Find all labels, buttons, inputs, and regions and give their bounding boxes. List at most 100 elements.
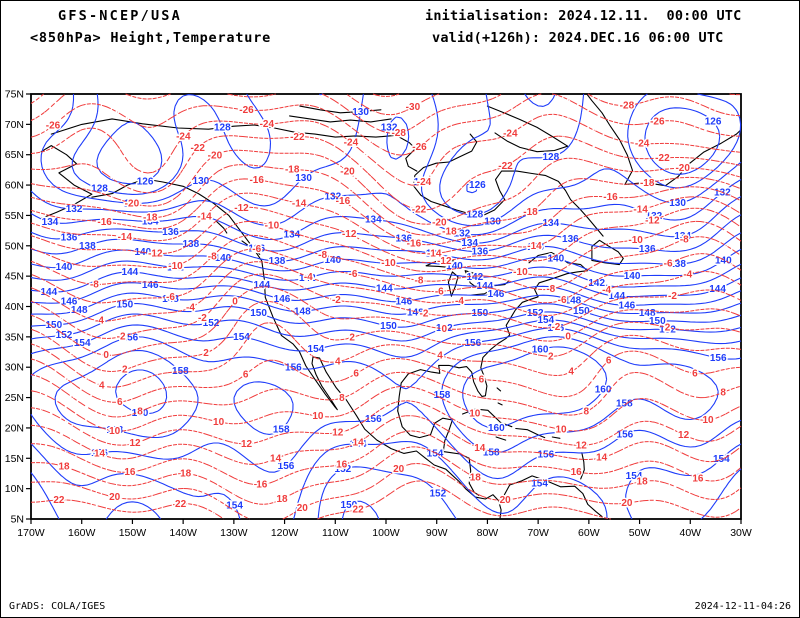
- temperature-contours-label: -14: [427, 248, 442, 259]
- height-contours-label: 148: [407, 307, 424, 318]
- temperature-contours-line: [30, 164, 742, 236]
- temperature-contours-line: [30, 350, 742, 403]
- height-contours-label: 150: [573, 306, 590, 317]
- temperature-contours-line: [30, 220, 742, 276]
- temperature-contours-label: -4: [683, 270, 692, 281]
- lat-tick-label: 20N: [5, 422, 24, 434]
- temperature-contours-label: -14: [292, 198, 307, 209]
- height-contours-label: 144: [477, 281, 494, 292]
- temperature-contours-label: -4: [186, 303, 195, 314]
- temperature-contours-label: 6: [606, 356, 612, 367]
- temperature-contours-label: 18: [180, 469, 192, 480]
- coastline: [241, 240, 261, 255]
- temperature-contours-label: -28: [620, 100, 635, 111]
- temperature-contours-label: -20: [675, 163, 690, 174]
- height-contours-label: 134: [42, 217, 59, 228]
- temperature-contours-label: -16: [249, 175, 264, 186]
- temperature-contours-line: [30, 192, 742, 255]
- temperature-contours-label: -6: [435, 286, 444, 297]
- lat-tick-label: 60N: [5, 180, 24, 192]
- temperature-contours-label: 0: [103, 350, 109, 361]
- height-contours-label: 150: [341, 500, 358, 511]
- temperature-contours-label: 6: [353, 369, 359, 380]
- height-contours-label: 130: [669, 198, 686, 209]
- temperature-contours-label: 20: [621, 498, 633, 509]
- temperature-contours-label: -12: [645, 216, 660, 227]
- temperature-contours-label: 2: [548, 351, 554, 362]
- temperature-contours-label: 4: [437, 351, 443, 362]
- lon-tick-label: 80W: [477, 527, 499, 539]
- temperature-contours-label: 16: [336, 460, 348, 471]
- temperature-contours-label: -10: [265, 221, 280, 232]
- lon-tick-label: 30W: [730, 527, 752, 539]
- temperature-contours-label: 18: [470, 473, 482, 484]
- temperature-contours-label: -26: [650, 117, 665, 128]
- height-contours-label: 130: [352, 107, 369, 118]
- temperature-contours-label: 20: [109, 492, 121, 503]
- height-contours-label: 140: [548, 254, 565, 265]
- temperature-contours-label: -6: [558, 295, 567, 306]
- height-contours-label: 156: [464, 338, 481, 349]
- temperature-contours-label: 10: [213, 417, 225, 428]
- temperature-contours-label: -4: [95, 316, 104, 327]
- height-contours-label: 130: [484, 217, 501, 228]
- lon-tick-label: 60W: [578, 527, 600, 539]
- temperature-contours-line: [30, 178, 742, 246]
- height-contours-label: 142: [588, 278, 605, 289]
- temperature-contours-label: -24: [503, 128, 518, 139]
- temperature-contours-label: -18: [285, 164, 300, 175]
- coastline: [471, 281, 509, 296]
- temperature-contours-label: -22: [498, 161, 513, 172]
- height-contours-label: 154: [308, 344, 325, 355]
- temperature-contours-label: -2: [117, 332, 126, 343]
- temperature-contours-label: -8: [90, 279, 99, 290]
- temperature-contours-label: -24: [344, 137, 359, 148]
- height-contours-label: 140: [215, 253, 232, 264]
- temperature-contours-label: -26: [239, 105, 254, 116]
- height-contours-label: 156: [91, 448, 108, 459]
- height-contours-line: [96, 93, 721, 194]
- temperature-contours-label: 4: [99, 381, 105, 392]
- temperature-contours-label: 16: [256, 480, 268, 491]
- lat-tick-label: 30N: [5, 362, 24, 374]
- temperature-contours-label: -12: [234, 203, 249, 214]
- temperature-contours-label: 18: [58, 462, 70, 473]
- temperature-contours-label: -8: [546, 284, 555, 295]
- lon-tick-label: 150W: [119, 527, 147, 539]
- temperature-contours-label: -24: [635, 139, 650, 150]
- temperature-contours-label: 2: [122, 365, 128, 376]
- height-contours-label: 150: [116, 299, 133, 310]
- coastline: [299, 105, 382, 114]
- temperature-contours-label: -18: [442, 227, 457, 238]
- temperature-contours-label: 18: [637, 476, 649, 487]
- height-contours-label: 150: [250, 308, 267, 319]
- temperature-contours-label: -8: [415, 275, 424, 286]
- lat-tick-label: 45N: [5, 271, 24, 283]
- temperature-contours-line: [30, 301, 742, 372]
- temperature-contours-label: -12: [148, 248, 163, 259]
- temperature-contours-label: 2: [349, 332, 355, 343]
- height-contours-label: 144: [253, 280, 270, 291]
- height-contours-label: 158: [483, 448, 500, 459]
- temperature-contours-label: 22: [353, 504, 365, 515]
- height-contours-label: 126: [137, 177, 154, 188]
- height-contours-label: 136: [162, 227, 179, 238]
- coastline: [50, 118, 418, 172]
- height-contours-label: 148: [71, 305, 88, 316]
- height-contours-label: 136: [639, 244, 656, 255]
- height-contours-label: 152: [335, 464, 352, 475]
- temperature-contours-label: 12: [129, 438, 141, 449]
- height-contours-label: 144: [608, 291, 625, 302]
- temperature-contours-label: -22: [655, 153, 670, 164]
- lon-tick-label: 100W: [372, 527, 400, 539]
- height-contours-label: 150: [380, 321, 397, 332]
- creation-timestamp: 2024-12-11-04:26: [694, 601, 791, 612]
- coastline: [495, 436, 507, 441]
- temperature-contours-label: 8: [584, 407, 590, 418]
- height-contours-label: 138: [79, 241, 96, 252]
- coastline: [91, 178, 253, 247]
- height-contours-label: 148: [565, 296, 582, 307]
- temperature-contours-label: -20: [208, 150, 223, 161]
- temperature-contours-line: [30, 430, 742, 486]
- lon-tick-label: 70W: [527, 527, 549, 539]
